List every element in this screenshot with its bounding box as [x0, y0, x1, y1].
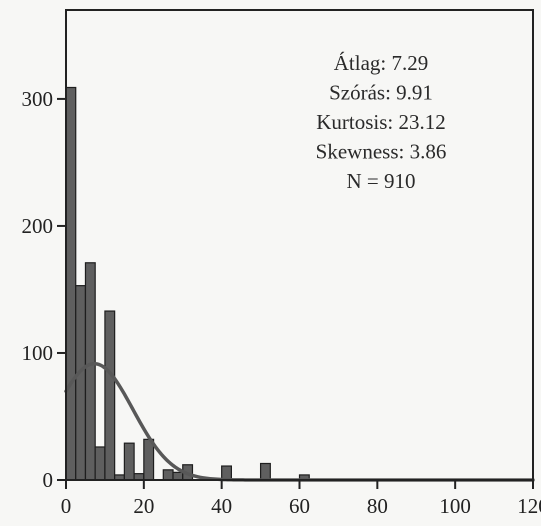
histogram-bar	[94, 446, 106, 481]
y-axis-ticks: 0 100 200 300	[22, 87, 66, 492]
histogram-bar	[84, 262, 96, 481]
histogram-bar	[162, 469, 174, 481]
x-tick-label: 20	[133, 494, 154, 518]
statistics-box: Átlag: 7.29 Szórás: 9.91 Kurtosis: 23.12 Sk…	[316, 51, 447, 193]
plot-frame	[65, 9, 534, 481]
stats-line: N = 910	[346, 169, 415, 193]
normal-distribution-curve	[64, 361, 535, 482]
x-tick-label: 0	[61, 494, 72, 518]
x-tick-label: 40	[211, 494, 232, 518]
x-tick-label: 100	[439, 494, 471, 518]
x-axis-ticks: 0 20 40 60 80 100 120	[61, 480, 541, 518]
y-tick-label: 100	[22, 341, 54, 365]
y-tick-label: 0	[43, 468, 54, 492]
histogram-bar	[123, 442, 135, 481]
stats-line: Átlag: 7.29	[334, 51, 429, 75]
x-tick-label: 60	[289, 494, 310, 518]
x-tick-label: 120	[517, 494, 541, 518]
y-tick-label: 300	[22, 87, 54, 111]
histogram-bar	[104, 310, 116, 481]
histogram-bar	[65, 86, 77, 481]
histogram-bars	[65, 86, 310, 481]
x-tick-label: 80	[367, 494, 388, 518]
histogram-bar	[259, 462, 271, 481]
stats-line: Kurtosis: 23.12	[316, 110, 446, 134]
histogram-bar	[143, 438, 155, 481]
histogram-bar	[172, 471, 184, 481]
stats-line: Szórás: 9.91	[329, 81, 433, 105]
histogram-bar	[75, 285, 87, 481]
stats-line: Skewness: 3.86	[316, 140, 447, 164]
y-tick-label: 200	[22, 214, 54, 238]
